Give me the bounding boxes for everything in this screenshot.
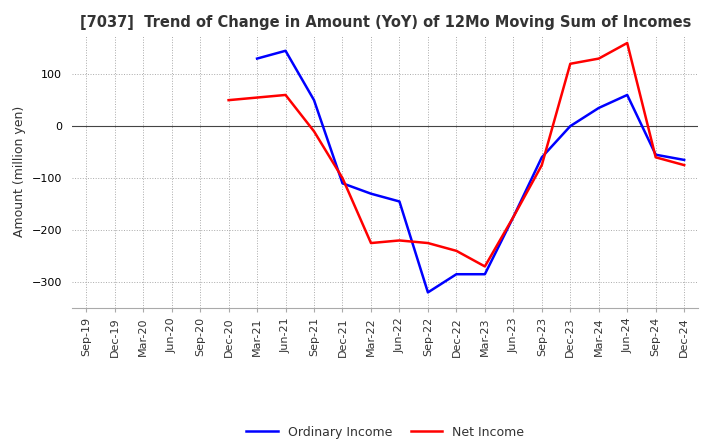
Ordinary Income bbox=[282, 48, 290, 53]
Net Income bbox=[652, 155, 660, 160]
Ordinary Income bbox=[509, 214, 518, 220]
Ordinary Income bbox=[652, 152, 660, 158]
Ordinary Income bbox=[310, 98, 318, 103]
Net Income bbox=[225, 98, 233, 103]
Net Income bbox=[395, 238, 404, 243]
Ordinary Income bbox=[595, 105, 603, 110]
Net Income bbox=[310, 128, 318, 134]
Net Income bbox=[680, 162, 688, 168]
Ordinary Income bbox=[366, 191, 375, 196]
Net Income bbox=[623, 40, 631, 46]
Net Income bbox=[509, 214, 518, 220]
Net Income bbox=[366, 240, 375, 246]
Net Income bbox=[480, 264, 489, 269]
Line: Ordinary Income: Ordinary Income bbox=[257, 51, 684, 293]
Ordinary Income bbox=[623, 92, 631, 98]
Title: [7037]  Trend of Change in Amount (YoY) of 12Mo Moving Sum of Incomes: [7037] Trend of Change in Amount (YoY) o… bbox=[79, 15, 691, 30]
Ordinary Income bbox=[338, 181, 347, 186]
Net Income bbox=[253, 95, 261, 100]
Ordinary Income bbox=[253, 56, 261, 61]
Ordinary Income bbox=[566, 124, 575, 129]
Net Income bbox=[338, 176, 347, 181]
Net Income bbox=[595, 56, 603, 61]
Net Income bbox=[282, 92, 290, 98]
Ordinary Income bbox=[423, 290, 432, 295]
Ordinary Income bbox=[680, 157, 688, 162]
Ordinary Income bbox=[452, 271, 461, 277]
Net Income bbox=[537, 162, 546, 168]
Ordinary Income bbox=[480, 271, 489, 277]
Line: Net Income: Net Income bbox=[229, 43, 684, 267]
Legend: Ordinary Income, Net Income: Ordinary Income, Net Income bbox=[241, 421, 529, 440]
Net Income bbox=[452, 248, 461, 253]
Net Income bbox=[566, 61, 575, 66]
Net Income bbox=[423, 240, 432, 246]
Ordinary Income bbox=[395, 199, 404, 204]
Y-axis label: Amount (million yen): Amount (million yen) bbox=[13, 106, 26, 237]
Ordinary Income bbox=[537, 155, 546, 160]
